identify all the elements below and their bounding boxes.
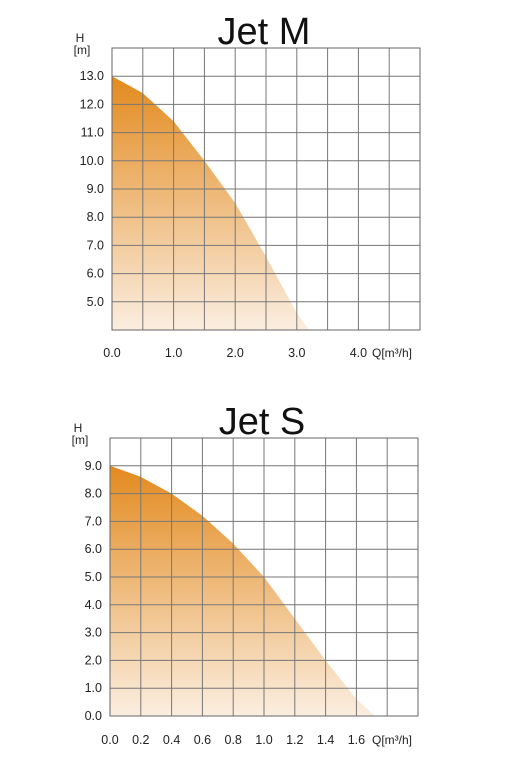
curve-area [110,465,375,716]
chart-title: Jet M [218,11,311,53]
y-tick-label: 11.0 [81,126,104,140]
x-tick-label: 1.4 [317,733,334,747]
x-axis-label: Q[m³/h] [372,733,412,747]
y-axis-label: H [74,421,83,435]
y-axis-label: H [76,31,85,45]
y-tick-label: 13.0 [80,69,104,83]
y-axis-unit: [m] [72,433,89,447]
x-tick-label: 2.0 [227,346,244,360]
plot-frame [109,437,419,717]
x-tick-label: 0.4 [163,733,180,747]
curve-area [112,76,310,330]
y-tick-label: 1.0 [85,681,102,695]
x-tick-label: 3.0 [288,346,305,360]
x-tick-label: 0.0 [101,733,118,747]
y-tick-label: 5.0 [87,295,104,309]
x-tick-label: 1.6 [348,733,365,747]
grid [111,47,421,331]
x-tick-label: 1.0 [165,346,182,360]
y-tick-label: 2.0 [85,653,102,667]
y-tick-label: 10.0 [80,154,104,168]
y-tick-label: 6.0 [85,542,102,556]
plot-frame [111,47,421,331]
y-tick-label: 7.0 [85,514,102,528]
chart-title: Jet S [219,401,306,443]
x-axis-label: Q[m³/h] [372,346,412,360]
y-tick-label: 4.0 [85,598,102,612]
grid [109,437,419,717]
chart-jet-m: Jet M H[m] 5.0 6.0 7.0 8.0 9.0 10.0 11.0 12.0 13.0… [74,11,421,360]
y-tick-label: 8.0 [85,487,102,501]
y-tick-label: 8.0 [87,210,104,224]
y-tick-label: 12.0 [80,97,104,111]
x-tick-label: 1.2 [286,733,303,747]
chart-jet-s: Jet S H[m] 0.0 1.0 2.0 3.0 4.0 5.0 6.0 7.0 8.0 9.0 0… [72,401,419,747]
y-tick-label: 7.0 [87,238,104,252]
y-tick-label: 9.0 [85,459,102,473]
x-tick-label: 0.6 [194,733,211,747]
x-tick-label: 0.0 [103,346,120,360]
y-tick-label: 9.0 [87,182,104,196]
y-axis-unit: [m] [74,43,91,57]
x-tick-label: 1.0 [255,733,272,747]
x-tick-label: 0.2 [132,733,149,747]
y-tick-label: 6.0 [87,267,104,281]
x-tick-label: 4.0 [350,346,367,360]
y-tick-label: 5.0 [85,570,102,584]
x-tick-label: 0.8 [225,733,242,747]
y-tick-label: 3.0 [85,626,102,640]
y-tick-label: 0.0 [85,709,102,723]
